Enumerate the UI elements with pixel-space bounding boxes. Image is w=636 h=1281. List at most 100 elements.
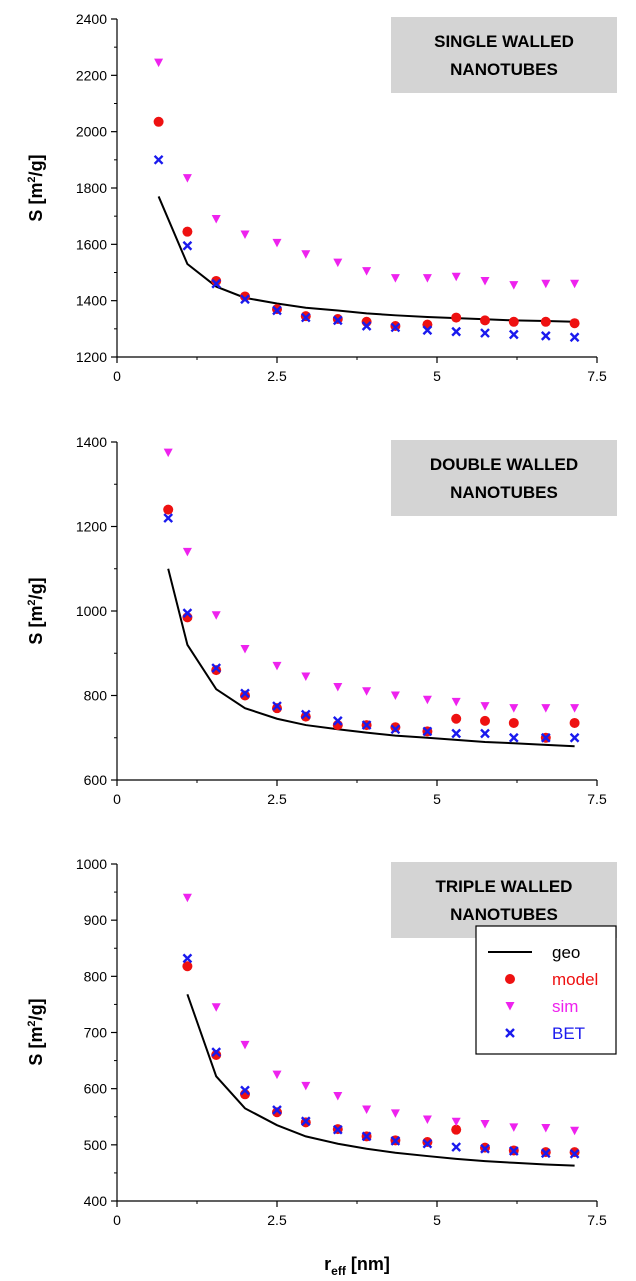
panel-single-walled-series-model-point: [211, 275, 222, 286]
panel-double-walled: 600 800 1000 1200 1400 0 2.5 5 7.5 S [m2/g] DOUBLE…: [26, 434, 617, 807]
panel-double-walled-x-tick-label: 0: [113, 791, 121, 807]
panel-single-walled-y-tick-label: 1400: [76, 293, 107, 309]
panel-double-walled-x-tick-label: 2.5: [267, 791, 287, 807]
panel-triple-walled-series-model-point: [451, 1124, 462, 1135]
panel-triple-walled-series-sim-point: [240, 1040, 250, 1050]
panel-single-walled-series-BET-point-stroke-b: [480, 328, 490, 338]
panel-single-walled-series-BET-point: [480, 328, 490, 338]
panel-triple-walled-y-tick-label: 1000: [76, 856, 107, 872]
panel-triple-walled-series-BET-point-stroke-b: [332, 1124, 343, 1135]
panel-double-walled-series-model-point: [451, 713, 462, 724]
panel-single-walled-series-BET-point: [361, 321, 372, 331]
panel-triple-walled-series-BET-point: [211, 1047, 222, 1058]
panel-single-walled: 1200 1400 1600 1800 2000 2200 2400 0 2.5 5 7.5 S [m…: [26, 11, 617, 384]
panel-triple-walled-series-BET-point-stroke-b: [422, 1138, 433, 1149]
panel-single-walled-series-model-point: [480, 315, 490, 326]
panel-double-walled-series-BET-point-stroke-b: [480, 728, 490, 739]
panel-double-walled-title-line: DOUBLE WALLED: [430, 455, 578, 474]
panel-triple-walled-x-tick-label: 7.5: [587, 1212, 607, 1228]
panel-triple-walled-series-geo-line: [186, 993, 575, 1167]
panel-triple-walled-series-sim-point: [451, 1117, 461, 1127]
panel-triple-walled-series-BET-point: [182, 953, 193, 964]
panel-triple-walled-series-BET-point: [272, 1105, 282, 1115]
panel-double-walled-y-axis-label-main: S [m: [26, 606, 46, 645]
panel-triple-walled-y-axis-label-unit: /g]: [26, 998, 46, 1020]
panel-triple-walled-series-sim-point: [272, 1070, 282, 1080]
panel-triple-walled-series-sim-point: [541, 1123, 551, 1133]
panel-single-walled-y-tick-label: 1600: [76, 236, 107, 252]
panel-single-walled-series-BET-point: [153, 154, 164, 165]
panel-double-walled-series-model-point: [569, 717, 580, 728]
panel-double-walled-series-BET-point-stroke-b: [272, 701, 282, 711]
panel-single-walled-series-BET-point: [540, 331, 551, 341]
legend-swatch-BET: [505, 1028, 515, 1038]
panel-triple-walled-series-BET-point-stroke-b: [182, 953, 193, 964]
panel-single-walled-x-tick-label: 2.5: [267, 368, 287, 384]
panel-single-walled-series-BET-point-stroke-b: [153, 154, 164, 165]
panel-single-walled-series-BET-point-stroke-b: [272, 305, 282, 316]
panel-single-walled-series-sim-point: [333, 258, 343, 268]
panel-single-walled-series-model-point: [451, 312, 462, 323]
panel-double-walled-series-BET-point: [422, 726, 433, 737]
panel-single-walled-series-sim-point: [570, 279, 580, 289]
panel-triple-walled-x-tick-label: 2.5: [267, 1212, 287, 1228]
panel-single-walled-series-BET-point-stroke-b: [211, 278, 222, 289]
panel-single-walled-title-box: [391, 17, 617, 93]
legend-swatch-BET-stroke-b: [505, 1028, 515, 1038]
panel-single-walled-series-BET-point-stroke-b: [300, 312, 311, 323]
panel-double-walled-y-axis-label-unit: /g]: [26, 577, 46, 599]
panel-single-walled-series-model-point: [508, 316, 519, 327]
panel-double-walled-series-sim-point: [541, 704, 551, 713]
panel-single-walled-series-model-point: [540, 316, 551, 327]
panel-double-walled-series-model-point: [211, 665, 222, 676]
panel-double-walled-series-sim-point: [509, 704, 519, 713]
panel-single-walled-series-BET-point: [451, 326, 462, 337]
panel-triple-walled-series-BET-point-stroke-b: [272, 1105, 282, 1115]
panel-single-walled-series-BET-point: [272, 305, 282, 316]
panel-double-walled-series-sim-point: [211, 611, 221, 620]
panel-single-walled-y-tick-label: 1800: [76, 180, 107, 196]
panel-double-walled-series-BET-point-stroke-b: [361, 720, 372, 730]
panel-double-walled-series-geo-line: [167, 568, 575, 748]
panel-double-walled-series-BET-point: [272, 701, 282, 711]
panel-triple-walled-y-axis-label-superscript: 2: [26, 1020, 38, 1026]
panel-double-walled-series-BET-point-stroke-b: [390, 724, 401, 735]
panel-double-walled-y-tick-label: 1200: [76, 519, 107, 535]
panel-single-walled-series-BET-point: [211, 278, 222, 289]
panel-double-walled-series-BET-point: [569, 732, 580, 743]
panel-double-walled-series-sim-point: [240, 645, 250, 654]
panel-triple-walled-series-BET-point: [390, 1136, 401, 1146]
panel-single-walled-series-BET-point: [422, 325, 433, 336]
legend-label-geo: geo: [552, 943, 580, 962]
legend-swatch-sim: [505, 1002, 515, 1011]
panel-double-walled-series-BET-point: [508, 732, 519, 743]
panel-single-walled-y-tick-label: 2000: [76, 124, 107, 140]
panel-single-walled-series-BET-point: [300, 312, 311, 323]
panel-double-walled-y-tick-label: 800: [84, 688, 108, 704]
panel-double-walled-y-tick-label: 1000: [76, 603, 107, 619]
panel-double-walled-series-sim-point: [272, 661, 282, 671]
panel-double-walled-series-model-point: [480, 715, 490, 726]
panel-double-walled-series-BET-point: [451, 728, 462, 739]
panel-single-walled-y-tick-label: 1200: [76, 349, 107, 365]
panel-triple-walled-series-sim-point: [570, 1126, 580, 1136]
panel-single-walled-series-model-point: [182, 226, 193, 237]
panel-double-walled-title-line: NANOTUBES: [450, 483, 558, 502]
legend-frame: [475, 925, 617, 1055]
x-axis-label-text: reff [nm]: [324, 1254, 390, 1278]
panel-single-walled-series-sim-point: [541, 279, 551, 289]
panel-double-walled-title-box: [391, 440, 617, 516]
panel-double-walled-x-tick-label: 5: [433, 791, 441, 807]
panel-single-walled-series-sim-point: [451, 272, 461, 282]
panel-single-walled-series-sim-point: [390, 274, 400, 283]
panel-double-walled-series-BET-point: [211, 663, 222, 673]
panel-triple-walled-series-BET-point-stroke-b: [508, 1146, 519, 1156]
panel-double-walled-series-BET-point-stroke-b: [422, 726, 433, 737]
panel-single-walled-series-BET-point: [569, 332, 580, 343]
panel-triple-walled-series-BET-point-stroke-b: [211, 1047, 222, 1058]
panel-double-walled-series-BET-point-stroke-b: [182, 608, 193, 618]
panel-single-walled-series-BET-point-stroke-b: [390, 322, 401, 333]
panel-triple-walled-y-tick-label: 800: [84, 968, 108, 984]
panel-triple-walled-series-BET-point: [332, 1124, 343, 1135]
panel-double-walled-series-BET-point: [540, 732, 551, 743]
